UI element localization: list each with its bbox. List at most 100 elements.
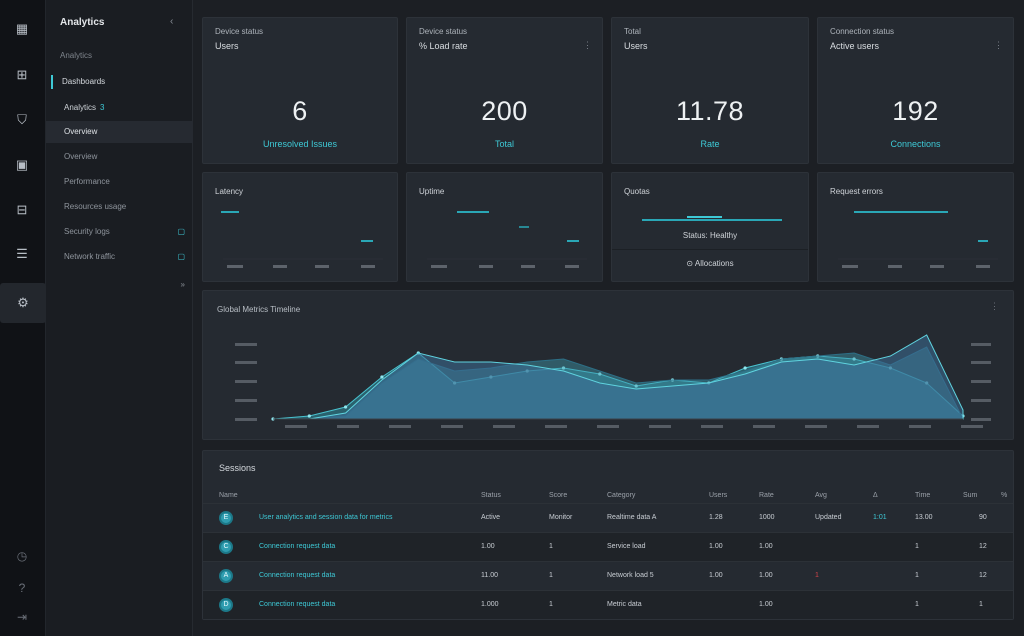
- mini-card-uptime: Uptime: [406, 172, 603, 282]
- stat-value: 200: [481, 96, 528, 126]
- column-header[interactable]: %: [1001, 492, 1008, 499]
- chart-icon[interactable]: ⊟: [16, 202, 28, 217]
- stat-value: 11.78: [675, 96, 745, 126]
- grid-icon[interactable]: ⊞: [16, 67, 28, 82]
- y-axis-tick-label: [235, 343, 257, 346]
- stat-subtitle: % Load rate: [419, 41, 468, 51]
- row-name[interactable]: Connection request data: [259, 572, 336, 579]
- help-icon[interactable]: ?: [18, 581, 26, 595]
- row-cell: 1: [979, 601, 983, 608]
- row-status-icon: C: [219, 540, 233, 554]
- lock-icon[interactable]: ▣: [15, 157, 29, 172]
- column-header[interactable]: Rate: [759, 492, 774, 499]
- row-cell: 12: [979, 572, 987, 579]
- data-point[interactable]: [380, 375, 384, 379]
- table-row[interactable]: D Connection request data 1.000 1 Metric…: [203, 590, 1013, 619]
- row-cell: 11.00: [481, 572, 498, 579]
- mini-card-errors: Request errors: [817, 172, 1014, 282]
- row-cell: 1: [549, 601, 553, 608]
- column-header[interactable]: Users: [709, 492, 728, 499]
- column-header[interactable]: Time: [915, 492, 931, 499]
- clock-icon[interactable]: ◷: [16, 549, 28, 563]
- x-axis-tick-label: [597, 425, 619, 428]
- sidebar-item-overview-2[interactable]: Overview: [46, 146, 193, 168]
- stat-card-issues: Device status Users 6 Unresolved Issues: [202, 17, 398, 164]
- row-cell: Metric data: [607, 601, 642, 608]
- table-row[interactable]: E User analytics and session data for me…: [203, 503, 1013, 532]
- row-name[interactable]: Connection request data: [259, 601, 336, 608]
- row-cell: 1000: [759, 514, 775, 521]
- stat-caption: Connections: [890, 139, 941, 149]
- row-name[interactable]: User analytics and session data for metr…: [259, 514, 393, 521]
- x-axis-tick-label: [545, 425, 567, 428]
- sidebar: Analytics ‹ Analytics Dashboards Analyti…: [46, 0, 193, 636]
- stat-title: Total: [624, 27, 641, 36]
- sidebar-item-label: Performance: [64, 177, 110, 186]
- sidebar-item-more[interactable]: »: [46, 274, 193, 296]
- sidebar-item-label: Analytics: [64, 103, 97, 112]
- x-axis-tick-label: [909, 425, 931, 428]
- stat-value: 192: [892, 96, 939, 126]
- data-point[interactable]: [307, 414, 311, 418]
- sidebar-item-analytics[interactable]: Analytics 3: [46, 97, 193, 119]
- y-axis-tick-label: [235, 399, 257, 402]
- stat-caption: Unresolved Issues: [262, 139, 338, 149]
- more-options-icon[interactable]: ⋮: [994, 40, 1003, 50]
- sidebar-item-dashboards[interactable]: Dashboards: [46, 71, 193, 93]
- stat-subtitle: Active users: [830, 41, 880, 51]
- y-axis-tick-label: [235, 418, 257, 421]
- quotas-bar: [642, 216, 782, 221]
- x-axis-tick-label: [493, 425, 515, 428]
- more-options-icon[interactable]: ⋮: [583, 40, 592, 50]
- mini-card-latency: Latency: [202, 172, 398, 282]
- quota-divider: [612, 249, 808, 250]
- sidebar-item-network[interactable]: Network traffic ▢: [46, 246, 193, 268]
- data-point[interactable]: [634, 384, 638, 388]
- settings-icon[interactable]: ⚙: [0, 283, 46, 323]
- sidebar-item-label: Security logs: [64, 227, 110, 236]
- column-header[interactable]: Score: [549, 492, 568, 499]
- sidebar-item-overview[interactable]: Overview: [46, 121, 193, 143]
- row-name[interactable]: Connection request data: [259, 543, 336, 550]
- stat-card-connections: Connection status Active users ⋮ 192 Con…: [817, 17, 1014, 164]
- column-header[interactable]: Status: [481, 492, 501, 499]
- data-point[interactable]: [598, 372, 602, 376]
- logout-icon[interactable]: ⇥: [16, 610, 28, 624]
- allocations-link[interactable]: ⊙ Allocations: [686, 259, 734, 268]
- data-point[interactable]: [852, 357, 856, 361]
- row-cell: 1.00: [709, 543, 723, 550]
- column-header[interactable]: Name: [219, 492, 238, 499]
- errors-sparkline: [838, 211, 998, 268]
- quota-status-label: Status: Healthy: [682, 231, 738, 240]
- sidebar-item-security-logs[interactable]: Security logs ▢: [46, 221, 193, 243]
- column-header[interactable]: Category: [607, 492, 636, 499]
- sidebar-item-resources[interactable]: Resources usage: [46, 196, 193, 218]
- sidebar-item-count: 3: [100, 103, 105, 112]
- column-header[interactable]: Avg: [815, 492, 827, 499]
- table-row[interactable]: C Connection request data 1.00 1 Service…: [203, 532, 1013, 561]
- row-cell: 1: [549, 543, 553, 550]
- y2-axis-tick-label: [971, 380, 991, 383]
- column-header[interactable]: Δ: [873, 492, 878, 499]
- mini-card-quotas: Quotas Status: Healthy ⊙ Allocations: [611, 172, 809, 282]
- table-row[interactable]: A Connection request data 11.00 1 Networ…: [203, 561, 1013, 590]
- y2-axis-tick-label: [971, 361, 991, 364]
- data-point[interactable]: [743, 366, 747, 370]
- row-cell: Monitor: [549, 514, 573, 521]
- sidebar-item-performance[interactable]: Performance: [46, 171, 193, 193]
- shield-icon[interactable]: ⛉: [17, 112, 27, 127]
- server-icon[interactable]: ☰: [16, 246, 28, 261]
- stat-card-total: Device status % Load rate ⋮ 200 Total: [406, 17, 603, 164]
- collapse-sidebar-icon[interactable]: ‹: [170, 16, 174, 27]
- column-header[interactable]: Sum: [963, 492, 978, 499]
- y-axis-tick-label: [235, 380, 257, 383]
- data-point[interactable]: [561, 366, 566, 370]
- expand-icon[interactable]: »: [180, 280, 185, 289]
- data-point[interactable]: [344, 405, 348, 409]
- sidebar-item-badge: ▢: [177, 227, 185, 236]
- y2-axis-tick-label: [971, 343, 991, 346]
- dashboard-icon[interactable]: ▦: [15, 21, 29, 36]
- stat-caption: Rate: [700, 139, 720, 149]
- sidebar-item-label: Dashboards: [62, 77, 106, 86]
- more-options-icon[interactable]: ⋮: [990, 301, 999, 311]
